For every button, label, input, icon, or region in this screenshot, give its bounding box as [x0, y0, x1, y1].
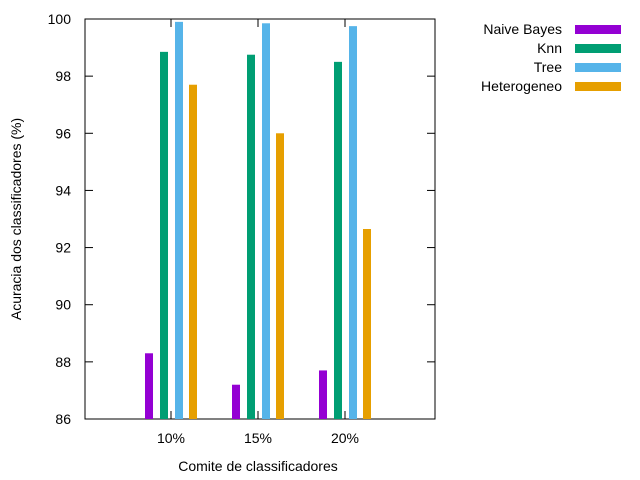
y-tick-label: 88 [55, 354, 71, 370]
x-tick-label: 20% [331, 430, 359, 446]
bar-heterogeneo-3 [363, 229, 371, 419]
bar-tree-3 [349, 26, 357, 420]
bar-knn-3 [334, 61, 342, 419]
legend-label: Knn [537, 40, 562, 56]
y-tick-label: 100 [48, 11, 72, 27]
bar-knn-1 [160, 51, 168, 419]
x-axis-label: Comite de classificadores [178, 458, 338, 474]
bar-naive-bayes-3 [319, 370, 327, 419]
bar-tree-2 [262, 23, 270, 420]
legend-label: Heterogeneo [481, 78, 562, 94]
y-tick-label: 90 [55, 297, 71, 313]
y-tick-label: 94 [55, 182, 71, 198]
legend-label: Naive Bayes [483, 21, 562, 37]
bar-tree-1 [175, 21, 183, 419]
y-tick-label: 96 [55, 125, 71, 141]
plot-area [84, 18, 436, 420]
legend: Naive Bayes Knn Tree Heterogeneo [481, 21, 621, 94]
y-axis: 86 88 90 92 94 96 98 100 [48, 11, 435, 427]
x-axis: 10% 15% 20% [157, 19, 359, 446]
bar-naive-bayes-2 [232, 384, 240, 419]
legend-swatch [575, 25, 621, 34]
x-tick-label: 15% [244, 430, 272, 446]
y-tick-label: 86 [55, 411, 71, 427]
bar-naive-bayes-1 [145, 353, 153, 419]
legend-swatch [575, 44, 621, 53]
legend-swatch [575, 63, 621, 72]
plot-border [84, 18, 436, 420]
y-tick-label: 92 [55, 240, 71, 256]
legend-swatch [575, 82, 621, 91]
bar-knn-2 [247, 54, 255, 419]
legend-label: Tree [534, 59, 562, 75]
bar-heterogeneo-2 [276, 133, 284, 420]
y-axis-label: Acuracia dos classificadores (%) [8, 118, 24, 320]
y-tick-label: 98 [55, 68, 71, 84]
x-tick-label: 10% [157, 430, 185, 446]
bar-heterogeneo-1 [189, 84, 197, 419]
bars [145, 21, 371, 420]
